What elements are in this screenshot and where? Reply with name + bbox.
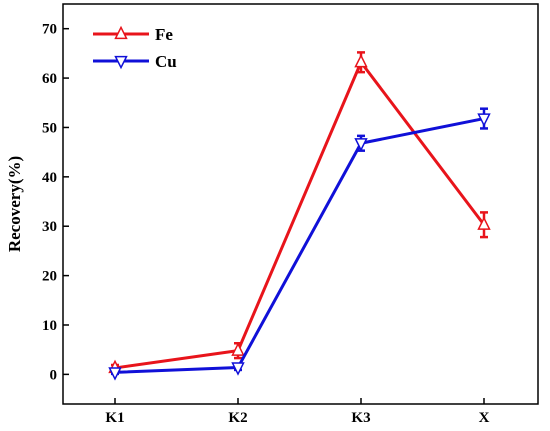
legend: Fe Cu bbox=[93, 25, 177, 71]
y-tick-label: 60 bbox=[42, 71, 57, 87]
y-tick-label: 70 bbox=[42, 22, 57, 38]
data-point-fe bbox=[477, 216, 491, 230]
plot-frame bbox=[62, 3, 539, 405]
legend-item-cu: Cu bbox=[93, 52, 177, 71]
y-tick-label: 10 bbox=[42, 318, 57, 334]
y-tick-label: 50 bbox=[42, 120, 57, 136]
x-tick-label: K2 bbox=[228, 410, 247, 426]
series-fe bbox=[108, 51, 491, 374]
legend-marker bbox=[114, 25, 128, 40]
y-tick-label: 20 bbox=[42, 269, 57, 285]
x-axis: K1 K2 K3 X bbox=[105, 398, 490, 426]
data-point-cu bbox=[477, 113, 491, 127]
y-tick-label: 0 bbox=[50, 367, 58, 383]
series-cu bbox=[108, 107, 491, 381]
data-point-cu bbox=[108, 367, 122, 381]
series-layer bbox=[108, 51, 491, 381]
legend-marker bbox=[114, 55, 128, 70]
x-tick-label: K1 bbox=[105, 410, 124, 426]
data-point-fe bbox=[231, 342, 245, 356]
y-axis: 0 10 20 30 40 50 60 70 bbox=[42, 22, 69, 383]
legend-label: Cu bbox=[155, 52, 177, 71]
y-tick-label: 30 bbox=[42, 219, 57, 235]
legend-item-fe: Fe bbox=[93, 25, 173, 44]
x-tick-label: X bbox=[479, 410, 490, 426]
data-point-cu bbox=[354, 138, 368, 152]
series-line-cu bbox=[114, 117, 485, 374]
series-line-fe bbox=[114, 60, 486, 370]
y-axis-title: Recovery(%) bbox=[5, 156, 24, 252]
data-point-fe bbox=[354, 53, 368, 68]
data-point-cu bbox=[231, 362, 245, 376]
y-tick-label: 40 bbox=[42, 170, 57, 186]
legend-label: Fe bbox=[155, 25, 173, 44]
x-tick-label: K3 bbox=[351, 410, 370, 426]
